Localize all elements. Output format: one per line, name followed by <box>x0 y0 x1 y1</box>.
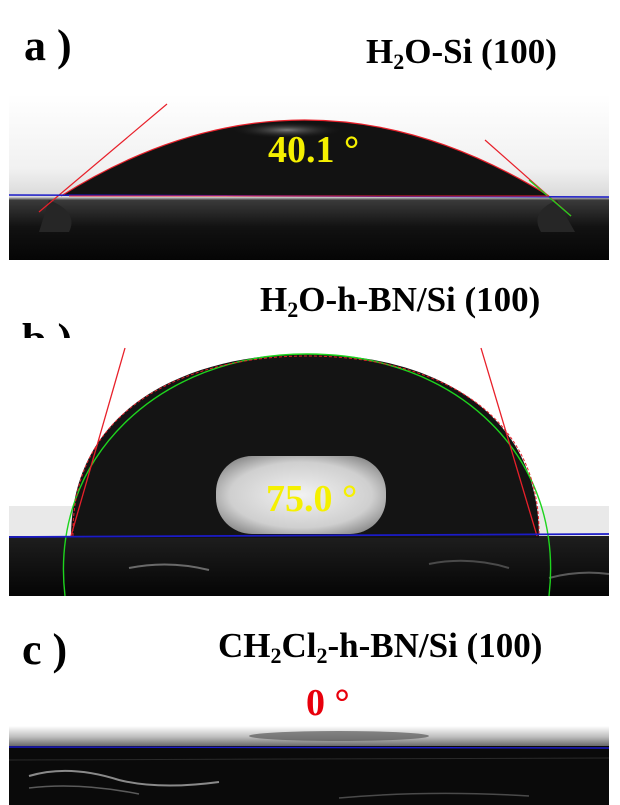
panel-c-title: CH2Cl2-h-BN/Si (100) <box>218 626 543 668</box>
panel-b-title: H2O-h-BN/Si (100) <box>260 280 541 322</box>
panel-b-substrate <box>9 536 609 596</box>
panel-b-droplet-photo <box>9 338 609 596</box>
panel-b-baseline <box>9 533 609 538</box>
panel-a-droplet-photo <box>9 94 609 260</box>
panel-a-label: a ) <box>24 21 72 70</box>
panel-a-fit-curve <box>60 119 550 197</box>
panel-c-droplet-photo <box>9 724 609 805</box>
panel-c-baseline <box>9 746 609 749</box>
panel-b-droplet <box>71 354 539 538</box>
panel-a-contact-angle: 40.1 ° <box>268 129 360 171</box>
panel-c-contact-angle: 0 ° <box>306 682 350 724</box>
panel-c-label: c ) <box>22 625 68 674</box>
panel-b-fit-curve <box>62 353 552 596</box>
panel-a-left-tangent <box>38 103 168 213</box>
panel-b-contact-angle: 75.0 ° <box>266 478 358 520</box>
panel-b-right-tangent <box>480 347 538 537</box>
panel-b-left-tangent <box>70 347 126 537</box>
panel-a-title: H2O-Si (100) <box>366 32 557 74</box>
